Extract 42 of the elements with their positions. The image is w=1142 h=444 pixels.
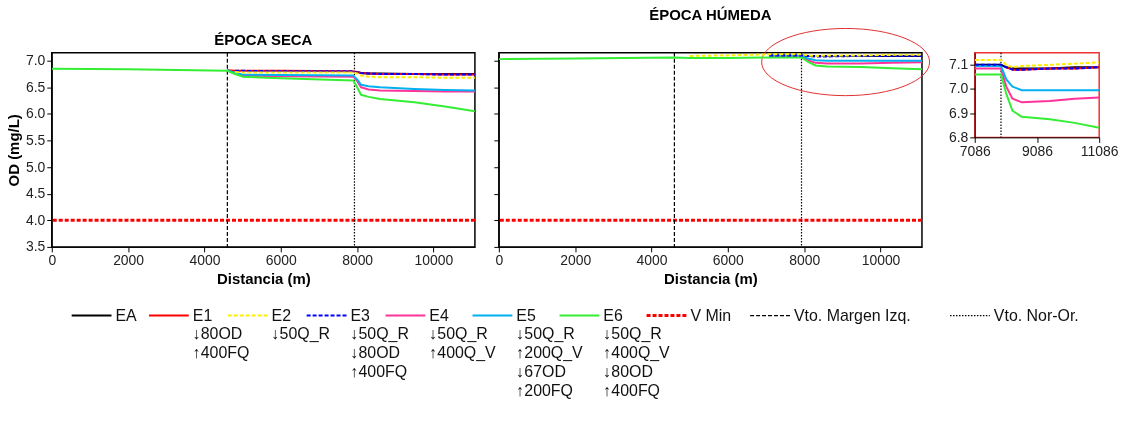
x-axis-title: Distancia (m) <box>664 270 758 288</box>
y-tick-label: 6.5 <box>25 78 46 95</box>
x-tick-label: 8000 <box>342 252 374 269</box>
y-tick-label: 7.1 <box>948 56 969 73</box>
legend-label: E3 ↓50Q_R ↓80OD ↑400FQ <box>350 306 409 381</box>
x-tick-label: 6000 <box>265 252 298 269</box>
legend-label: E5 ↓50Q_R ↑200Q_V ↓67OD ↑200FQ <box>516 306 584 400</box>
x-tick-label: 0 <box>48 252 57 269</box>
y-tick-label: 4.5 <box>25 185 46 202</box>
x-tick-label: 6000 <box>712 252 745 269</box>
y-axis-title: OD (mg/L) <box>4 114 22 187</box>
x-tick-label: 4000 <box>636 252 668 269</box>
x-tick-label: 4000 <box>189 252 221 269</box>
y-tick-label: 5.5 <box>25 131 46 148</box>
legend-label: E1 ↓80OD ↑400FQ <box>192 306 250 362</box>
legend-label: V Min <box>690 306 732 324</box>
legend-label: E4 ↓50Q_R ↑400Q_V <box>429 306 497 363</box>
legend-label: E2 ↓50Q_R <box>271 306 331 344</box>
x-tick-label: 0 <box>495 252 504 269</box>
y-tick-label: 6.9 <box>948 104 969 121</box>
x-tick-label: 2000 <box>113 252 145 269</box>
legend-label: Vto. Margen Izq. <box>793 306 911 324</box>
chart-title: ÉPOCA HÚMEDA <box>649 5 772 23</box>
y-tick-label: 7.0 <box>25 52 46 69</box>
x-axis-title: Distancia (m) <box>216 270 311 288</box>
x-tick-label: 2000 <box>560 252 592 269</box>
y-tick-label: 6.0 <box>25 105 46 122</box>
y-tick-label: 3.5 <box>25 238 46 255</box>
x-tick-label: 11086 <box>1080 142 1119 159</box>
legend-label: E6 ↓50Q_R ↑400Q_V ↓80OD ↑400FQ <box>603 306 671 400</box>
x-tick-label: 10000 <box>861 252 901 269</box>
legend-label: EA <box>115 306 138 324</box>
x-tick-label: 7086 <box>959 142 991 159</box>
y-tick-label: 5.0 <box>25 158 46 175</box>
x-tick-label: 10000 <box>414 252 454 269</box>
legend-label: Vto. Nor-Or. <box>993 306 1079 324</box>
y-tick-label: 4.0 <box>25 211 46 228</box>
x-tick-label: 8000 <box>789 252 821 269</box>
x-tick-label: 9086 <box>1021 142 1054 159</box>
y-tick-label: 6.8 <box>948 128 969 145</box>
y-tick-label: 7.0 <box>948 80 969 97</box>
chart-title: ÉPOCA SECA <box>214 31 313 49</box>
